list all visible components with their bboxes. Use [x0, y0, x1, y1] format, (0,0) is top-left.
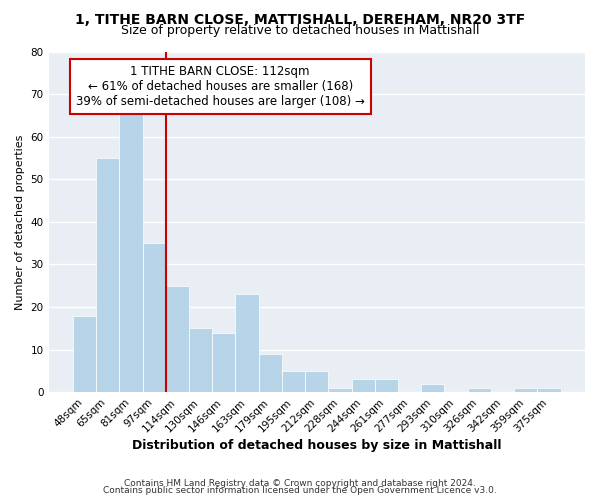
Y-axis label: Number of detached properties: Number of detached properties	[15, 134, 25, 310]
Bar	[96, 158, 119, 392]
Bar	[538, 388, 560, 392]
Bar	[119, 111, 143, 392]
Text: Contains public sector information licensed under the Open Government Licence v3: Contains public sector information licen…	[103, 486, 497, 495]
Bar	[514, 388, 538, 392]
Text: 1 TITHE BARN CLOSE: 112sqm
← 61% of detached houses are smaller (168)
39% of sem: 1 TITHE BARN CLOSE: 112sqm ← 61% of deta…	[76, 65, 365, 108]
Bar	[468, 388, 491, 392]
Bar	[143, 243, 166, 392]
Bar	[421, 384, 445, 392]
Text: Size of property relative to detached houses in Mattishall: Size of property relative to detached ho…	[121, 24, 479, 37]
Bar	[166, 286, 189, 392]
Bar	[235, 294, 259, 392]
Bar	[212, 332, 235, 392]
X-axis label: Distribution of detached houses by size in Mattishall: Distribution of detached houses by size …	[132, 440, 502, 452]
Bar	[282, 371, 305, 392]
Bar	[305, 371, 328, 392]
Bar	[189, 328, 212, 392]
Bar	[259, 354, 282, 392]
Text: 1, TITHE BARN CLOSE, MATTISHALL, DEREHAM, NR20 3TF: 1, TITHE BARN CLOSE, MATTISHALL, DEREHAM…	[75, 12, 525, 26]
Text: Contains HM Land Registry data © Crown copyright and database right 2024.: Contains HM Land Registry data © Crown c…	[124, 478, 476, 488]
Bar	[352, 380, 375, 392]
Bar	[328, 388, 352, 392]
Bar	[73, 316, 96, 392]
Bar	[375, 380, 398, 392]
